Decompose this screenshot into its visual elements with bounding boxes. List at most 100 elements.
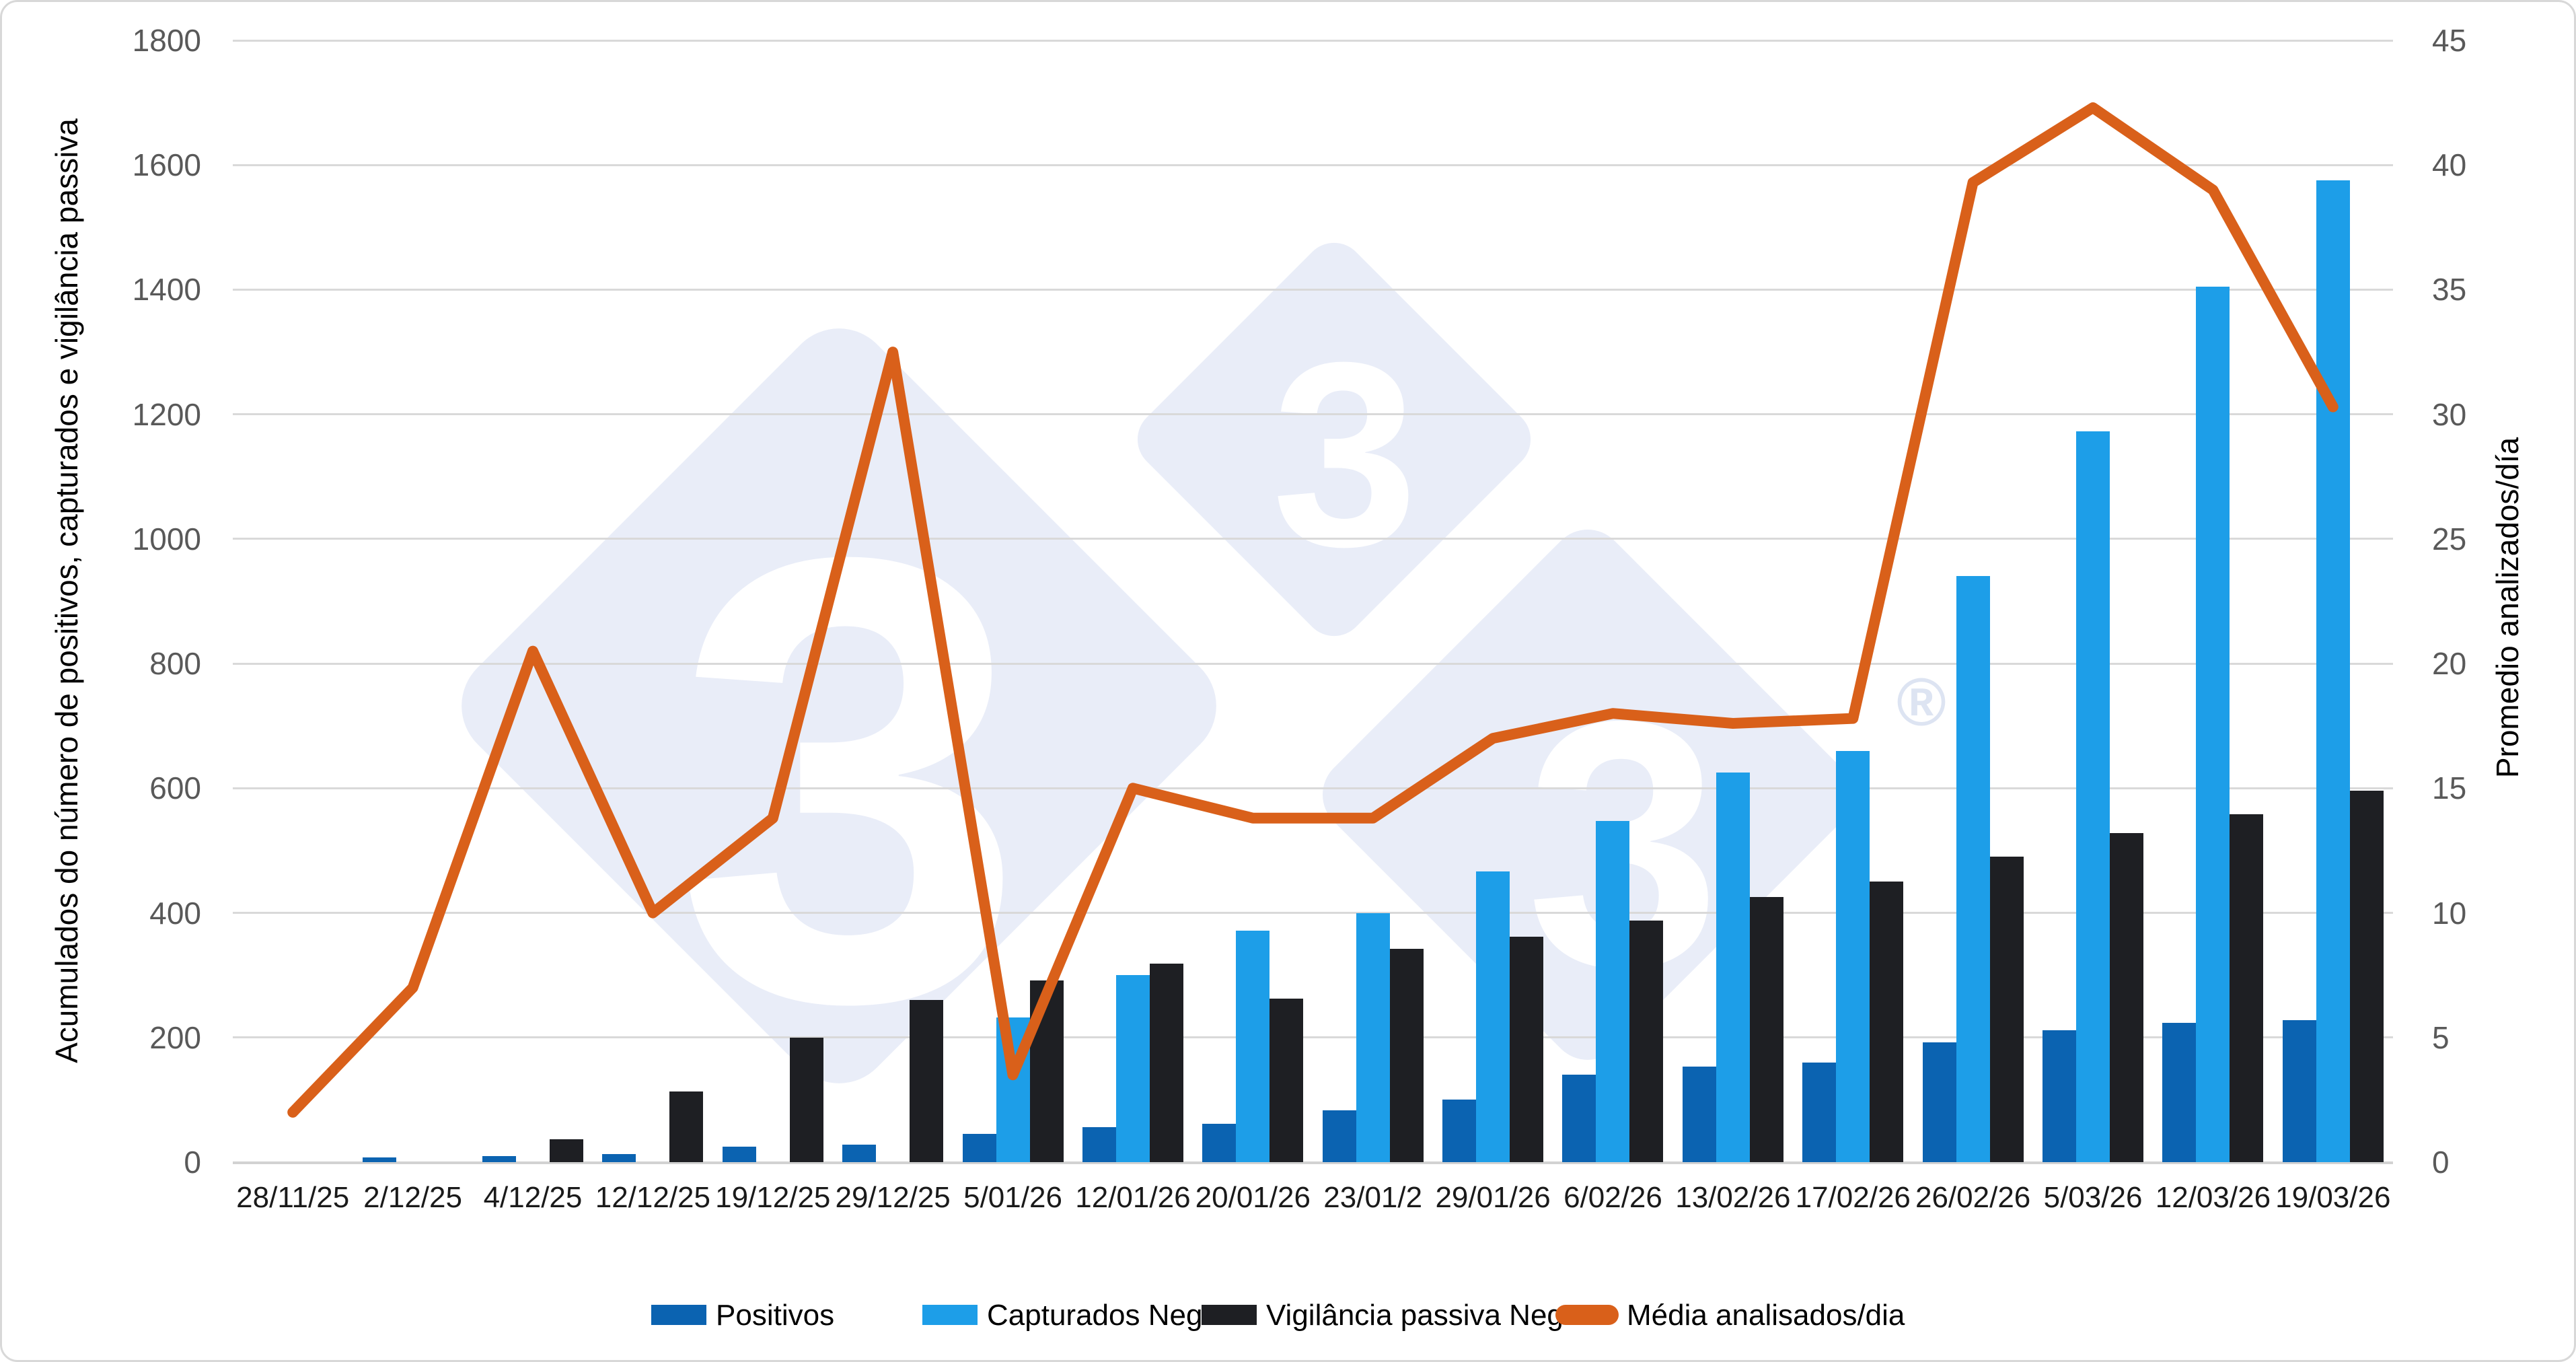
x-axis-label: 19/03/26 bbox=[2275, 1181, 2391, 1214]
legend-line-marker-icon bbox=[1555, 1305, 1619, 1325]
bar-vigil-ncia-passiva-neg bbox=[549, 1139, 583, 1162]
bar-capturados-neg bbox=[1956, 576, 1990, 1162]
gridline bbox=[233, 787, 2393, 789]
left-axis-tick: 400 bbox=[149, 895, 201, 931]
plot-area: 3 3 3 ® bbox=[233, 39, 2393, 1164]
bar-vigil-ncia-passiva-neg bbox=[669, 1091, 704, 1162]
legend-label: Positivos bbox=[716, 1299, 835, 1332]
x-axis-label: 26/02/26 bbox=[1915, 1181, 2031, 1214]
bar-vigil-ncia-passiva-neg bbox=[1870, 882, 1904, 1162]
bar-vigil-ncia-passiva-neg bbox=[910, 1000, 944, 1162]
bar-positivos bbox=[602, 1153, 636, 1162]
x-axis-label: 13/02/26 bbox=[1675, 1181, 1791, 1214]
bar-vigil-ncia-passiva-neg bbox=[2349, 791, 2384, 1162]
legend-label: Capturados Neg bbox=[987, 1299, 1203, 1332]
right-axis-tick: 5 bbox=[2432, 1019, 2450, 1055]
legend-label: Vigilância passiva Neg bbox=[1266, 1299, 1563, 1332]
bar-positivos bbox=[2162, 1022, 2197, 1162]
legend-swatch-icon bbox=[922, 1305, 978, 1325]
bar-capturados-neg bbox=[2196, 286, 2230, 1162]
x-axis-label: 2/12/25 bbox=[363, 1181, 462, 1214]
bar-positivos bbox=[2282, 1019, 2316, 1162]
x-axis-label: 29/01/26 bbox=[1435, 1181, 1551, 1214]
x-axis-label: 20/01/26 bbox=[1195, 1181, 1311, 1214]
left-axis-tick: 1400 bbox=[132, 272, 201, 308]
bar-positivos bbox=[1562, 1075, 1596, 1162]
bar-positivos bbox=[482, 1155, 516, 1162]
bar-capturados-neg bbox=[1356, 912, 1390, 1162]
x-axis-label: 23/01/2 bbox=[1323, 1181, 1423, 1214]
gridline bbox=[233, 164, 2393, 166]
legend-swatch-icon bbox=[1202, 1305, 1257, 1325]
bar-capturados-neg bbox=[2076, 431, 2110, 1162]
legend: Positivos Capturados Neg Vigilância passiv… bbox=[2, 1293, 2574, 1340]
bar-positivos bbox=[1802, 1062, 1837, 1162]
x-axis-label: 28/11/25 bbox=[236, 1181, 350, 1214]
left-axis-tick: 600 bbox=[149, 770, 201, 806]
left-axis-tick: 1000 bbox=[132, 521, 201, 557]
left-axis-tick: 1600 bbox=[132, 147, 201, 183]
bar-vigil-ncia-passiva-neg bbox=[2110, 833, 2144, 1162]
bar-vigil-ncia-passiva-neg bbox=[1989, 857, 2024, 1162]
bar-vigil-ncia-passiva-neg bbox=[1749, 897, 1783, 1162]
bar-vigil-ncia-passiva-neg bbox=[2230, 814, 2264, 1162]
gridline bbox=[233, 288, 2393, 291]
right-axis-tick: 10 bbox=[2432, 895, 2467, 931]
x-axis-label: 6/02/26 bbox=[1563, 1181, 1662, 1214]
registered-trademark-icon: ® bbox=[1897, 664, 1946, 740]
right-axis-tick: 40 bbox=[2432, 147, 2467, 183]
gridline bbox=[233, 1036, 2393, 1039]
right-axis-tick: 20 bbox=[2432, 646, 2467, 682]
bar-vigil-ncia-passiva-neg bbox=[789, 1037, 823, 1162]
bar-vigil-ncia-passiva-neg bbox=[1629, 920, 1664, 1162]
x-axis-label: 29/12/25 bbox=[835, 1181, 951, 1214]
left-axis-tick: 800 bbox=[149, 646, 201, 682]
left-axis-tick: 200 bbox=[149, 1019, 201, 1055]
bar-positivos bbox=[1082, 1127, 1116, 1162]
bar-capturados-neg bbox=[1596, 820, 1630, 1162]
x-axis-label: 12/01/26 bbox=[1075, 1181, 1191, 1214]
bar-positivos bbox=[362, 1157, 396, 1162]
bar-capturados-neg bbox=[1476, 871, 1510, 1162]
right-axis-tick: 45 bbox=[2432, 23, 2467, 58]
right-axis-title: Promedio analizados/día bbox=[2490, 437, 2525, 779]
bar-positivos bbox=[1442, 1100, 1477, 1162]
legend-swatch-icon bbox=[651, 1305, 706, 1325]
bar-positivos bbox=[1202, 1123, 1237, 1162]
bar-vigil-ncia-passiva-neg bbox=[1389, 949, 1424, 1162]
bar-positivos bbox=[1682, 1067, 1716, 1162]
bar-capturados-neg bbox=[2316, 180, 2350, 1162]
x-axis-label: 17/02/26 bbox=[1795, 1181, 1911, 1214]
gridline bbox=[233, 39, 2393, 42]
watermark-three-top: 3 bbox=[1272, 308, 1418, 601]
left-axis-tick: 1800 bbox=[132, 23, 201, 58]
bar-positivos bbox=[2043, 1030, 2077, 1162]
bar-capturados-neg bbox=[1115, 975, 1150, 1162]
x-axis-label: 4/12/25 bbox=[483, 1181, 583, 1214]
gridline bbox=[233, 538, 2393, 540]
gridline bbox=[233, 1161, 2393, 1164]
bar-vigil-ncia-passiva-neg bbox=[1269, 999, 1304, 1162]
right-axis-tick: 30 bbox=[2432, 396, 2467, 432]
bar-capturados-neg bbox=[1236, 930, 1270, 1162]
right-axis-tick: 0 bbox=[2432, 1145, 2450, 1180]
media-analisados-line bbox=[287, 102, 2339, 1118]
bar-vigil-ncia-passiva-neg bbox=[1510, 936, 1544, 1162]
bar-positivos bbox=[842, 1145, 877, 1162]
left-axis-tick: 0 bbox=[184, 1145, 201, 1180]
gridline bbox=[233, 912, 2393, 915]
bar-capturados-neg bbox=[1836, 750, 1870, 1162]
bar-capturados-neg bbox=[1716, 773, 1750, 1162]
x-axis-label: 5/03/26 bbox=[2043, 1181, 2143, 1214]
legend-label: Média analisados/dia bbox=[1627, 1299, 1905, 1332]
right-axis-tick: 35 bbox=[2432, 272, 2467, 308]
x-axis-label: 12/12/25 bbox=[595, 1181, 710, 1214]
right-axis-tick: 25 bbox=[2432, 521, 2467, 557]
line-series-media-analisados bbox=[287, 102, 2339, 1118]
bar-vigil-ncia-passiva-neg bbox=[1149, 963, 1183, 1162]
x-axis-label: 5/01/26 bbox=[963, 1181, 1062, 1214]
bar-positivos bbox=[1322, 1110, 1356, 1162]
bar-positivos bbox=[722, 1146, 756, 1162]
gridline bbox=[233, 662, 2393, 665]
